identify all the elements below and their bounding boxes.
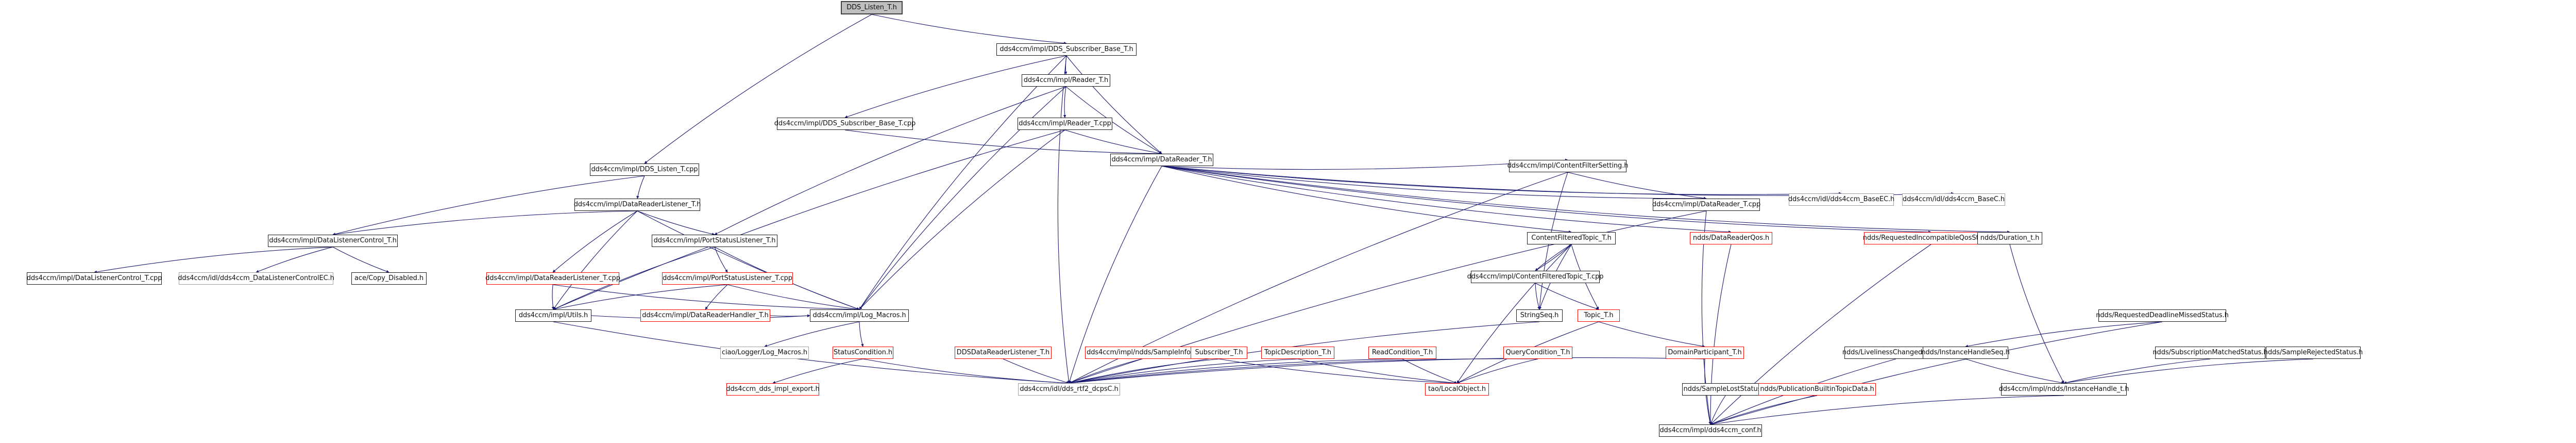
graph-node-label: dds4ccm/impl/DataReaderListener_T.h: [573, 201, 701, 208]
graph-node-label: DDSDataReaderListener_T.h: [956, 349, 1050, 356]
graph-node[interactable]: QueryCondition_T.h: [1503, 347, 1572, 359]
graph-node-label: ReadCondition_T.h: [1371, 349, 1433, 356]
graph-node-label: DDS_Listen_T.h: [846, 4, 897, 11]
graph-node-label: dds4ccm/impl/DataReader_T.h: [1111, 156, 1212, 163]
graph-node[interactable]: dds4ccm/idl/dds4ccm_BaseC.h: [1902, 193, 2005, 206]
graph-node-label: ContentFilteredTopic_T.h: [1531, 234, 1612, 242]
graph-node-label: dds4ccm/impl/DDS_Subscriber_Base_T.h: [999, 45, 1133, 53]
graph-node-label: tao/LocalObject.h: [1428, 385, 1486, 393]
graph-node[interactable]: dds4ccm_dds_impl_export.h: [726, 383, 820, 396]
graph-node-label: DomainParticipant_T.h: [1668, 349, 1742, 356]
graph-node[interactable]: DDSDataReaderListener_T.h: [955, 347, 1052, 359]
graph-node[interactable]: ndds/SampleLostStatus.h: [1682, 383, 1769, 396]
graph-node[interactable]: dds4ccm/impl/DDS_Subscriber_Base_T.h: [996, 43, 1137, 56]
graph-node-label: Topic_T.h: [1584, 311, 1614, 319]
graph-node-label: StringSeq.h: [1520, 311, 1559, 319]
graph-node-label: dds4ccm/impl/ContentFilteredTopic_T.cpp: [1467, 273, 1604, 281]
graph-node-label: dds4ccm/impl/DDS_Subscriber_Base_T.cpp: [774, 120, 916, 127]
graph-node[interactable]: dds4ccm/impl/ndds/SampleInfo.h: [1085, 347, 1198, 359]
graph-node-label: TopicDescription_T.h: [1264, 349, 1332, 356]
graph-node-label: dds4ccm/idl/dds4ccm_BaseC.h: [1902, 195, 2005, 203]
graph-node[interactable]: dds4ccm/impl/DDS_Subscriber_Base_T.cpp: [774, 118, 916, 130]
graph-node-label: dds4ccm/impl/Reader_T.h: [1023, 76, 1109, 84]
graph-node[interactable]: ReadCondition_T.h: [1368, 347, 1436, 359]
graph-node[interactable]: dds4ccm/impl/ndds/InstanceHandle_t.h: [1998, 383, 2129, 396]
graph-node-label: ciao/Logger/Log_Macros.h: [721, 349, 808, 356]
graph-node-label: QueryCondition_T.h: [1505, 349, 1570, 356]
graph-node-label: dds4ccm/impl/DataReader_T.cpp: [1652, 201, 1761, 208]
graph-node[interactable]: ndds/SampleRejectedStatus.h: [2263, 347, 2363, 359]
graph-node-label: ndds/DataReaderQos.h: [1692, 234, 1770, 242]
graph-node[interactable]: dds4ccm/impl/DataReaderListener_T.cpp: [485, 272, 620, 285]
graph-node[interactable]: dds4ccm/impl/DataListenerControl_T.cpp: [27, 272, 162, 285]
graph-node[interactable]: dds4ccm/impl/Utils.h: [515, 309, 591, 322]
graph-node-label: ndds/RequestedDeadlineMissedStatus.h: [2096, 311, 2229, 319]
graph-node[interactable]: dds4ccm/impl/DataReaderHandler_T.h: [640, 309, 770, 322]
graph-node[interactable]: TopicDescription_T.h: [1261, 347, 1334, 359]
graph-node[interactable]: dds4ccm/idl/dds4ccm_BaseEC.h: [1788, 193, 1895, 206]
graph-node[interactable]: dds4ccm/impl/Reader_T.cpp: [1018, 118, 1112, 130]
graph-node[interactable]: dds4ccm/impl/ContentFilterSetting.h: [1507, 160, 1629, 172]
graph-node-label: ndds/InstanceHandleSeq.h: [1921, 349, 2010, 356]
graph-node[interactable]: ndds/DataReaderQos.h: [1690, 232, 1772, 244]
graph-node[interactable]: tao/LocalObject.h: [1425, 383, 1489, 396]
graph-node[interactable]: Topic_T.h: [1578, 309, 1620, 322]
graph-node[interactable]: dds4ccm/impl/DataReaderListener_T.h: [573, 199, 701, 211]
graph-node[interactable]: dds4ccm/impl/dds4ccm_conf.h: [1659, 424, 1762, 437]
graph-node-label: dds4ccm/impl/DataReaderHandler_T.h: [642, 311, 769, 319]
graph-node-label: dds4ccm/impl/Utils.h: [518, 311, 588, 319]
graph-node-label: StatusCondition.h: [833, 349, 893, 356]
graph-node-label: dds4ccm/impl/PortStatusListener_T.h: [653, 237, 776, 244]
graph-node[interactable]: ndds/InstanceHandleSeq.h: [1921, 347, 2010, 359]
graph-node[interactable]: ace/Copy_Disabled.h: [351, 272, 427, 285]
graph-node-label: dds4ccm/impl/Reader_T.cpp: [1019, 120, 1111, 127]
graph-node[interactable]: StringSeq.h: [1516, 309, 1563, 322]
graph-node-label: dds4ccm/impl/PortStatusListener_T.cpp: [663, 274, 792, 282]
graph-node-label: dds4ccm/impl/DataListenerControl_T.h: [269, 237, 397, 244]
graph-node-label: dds4ccm/impl/DDS_Listen_T.cpp: [591, 166, 698, 173]
graph-node[interactable]: StatusCondition.h: [833, 347, 893, 359]
graph-node-label: dds4ccm/impl/dds4ccm_conf.h: [1659, 426, 1761, 434]
graph-node[interactable]: dds4ccm/impl/DataReader_T.cpp: [1652, 199, 1761, 211]
graph-node-label: dds4ccm/impl/DataListenerControl_T.cpp: [26, 274, 162, 282]
graph-node[interactable]: ndds/RequestedDeadlineMissedStatus.h: [2096, 309, 2229, 322]
graph-node[interactable]: ContentFilteredTopic_T.h: [1527, 232, 1616, 244]
graph-node[interactable]: ndds/PublicationBuiltinTopicData.h: [1758, 383, 1876, 396]
graph-node[interactable]: dds4ccm/impl/DataReader_T.h: [1110, 154, 1213, 166]
graph-node[interactable]: ciao/Logger/Log_Macros.h: [720, 347, 809, 359]
graph-node[interactable]: dds4ccm/impl/Reader_T.h: [1022, 74, 1110, 87]
graph-node-label: dds4ccm/impl/ndds/InstanceHandle_t.h: [1998, 385, 2129, 393]
graph-node[interactable]: dds4ccm/impl/ContentFilteredTopic_T.cpp: [1467, 271, 1603, 283]
graph-node-label: dds4ccm/impl/ndds/SampleInfo.h: [1087, 349, 1197, 356]
graph-node-label: ndds/PublicationBuiltinTopicData.h: [1760, 385, 1874, 393]
graph-node[interactable]: ndds/SubscriptionMatchedStatus.h: [2153, 347, 2268, 359]
graph-node[interactable]: Subscriber_T.h: [1191, 347, 1247, 359]
graph-node-label: dds4ccm/idl/dds4ccm_DataListenerControlE…: [178, 274, 334, 282]
graph-node-label: dds4ccm/idl/dds4ccm_BaseEC.h: [1788, 195, 1895, 203]
graph-node-label: dds4ccm/impl/ContentFilterSetting.h: [1507, 162, 1629, 170]
graph-node[interactable]: dds4ccm/impl/PortStatusListener_T.h: [652, 235, 777, 247]
graph-node[interactable]: dds4ccm/impl/DDS_Listen_T.cpp: [590, 163, 699, 176]
graph-node[interactable]: dds4ccm/idl/dds4ccm_DataListenerControlE…: [178, 272, 334, 285]
graph-node[interactable]: dds4ccm/impl/DataListenerControl_T.h: [268, 235, 398, 247]
graph-node-label: ndds/Duration_t.h: [1980, 234, 2040, 242]
graph-node[interactable]: dds4ccm/impl/PortStatusListener_T.cpp: [662, 272, 793, 285]
graph-node-label: ndds/SampleLostStatus.h: [1683, 385, 1768, 393]
graph-node-label: dds4ccm_dds_impl_export.h: [726, 385, 820, 393]
graph-node-label: dds4ccm/impl/Log_Macros.h: [812, 311, 906, 319]
graph-node-label: ndds/SampleRejectedStatus.h: [2263, 349, 2363, 356]
graph-node[interactable]: dds4ccm/impl/Log_Macros.h: [810, 309, 909, 322]
graph-node[interactable]: DDS_Listen_T.h: [841, 1, 903, 14]
graph-node-label: Subscriber_T.h: [1195, 349, 1243, 356]
graph-node-label: dds4ccm/idl/dds_rtf2_dcpsC.h: [1020, 385, 1118, 393]
graph-node-label: dds4ccm/impl/DataReaderListener_T.cpp: [485, 274, 620, 282]
graph-node-label: ndds/SubscriptionMatchedStatus.h: [2153, 349, 2268, 356]
graph-node-label: ace/Copy_Disabled.h: [354, 274, 423, 282]
graph-node[interactable]: DomainParticipant_T.h: [1666, 347, 1744, 359]
graph-node[interactable]: ndds/Duration_t.h: [1977, 232, 2042, 244]
graph-node[interactable]: dds4ccm/idl/dds_rtf2_dcpsC.h: [1018, 383, 1120, 396]
